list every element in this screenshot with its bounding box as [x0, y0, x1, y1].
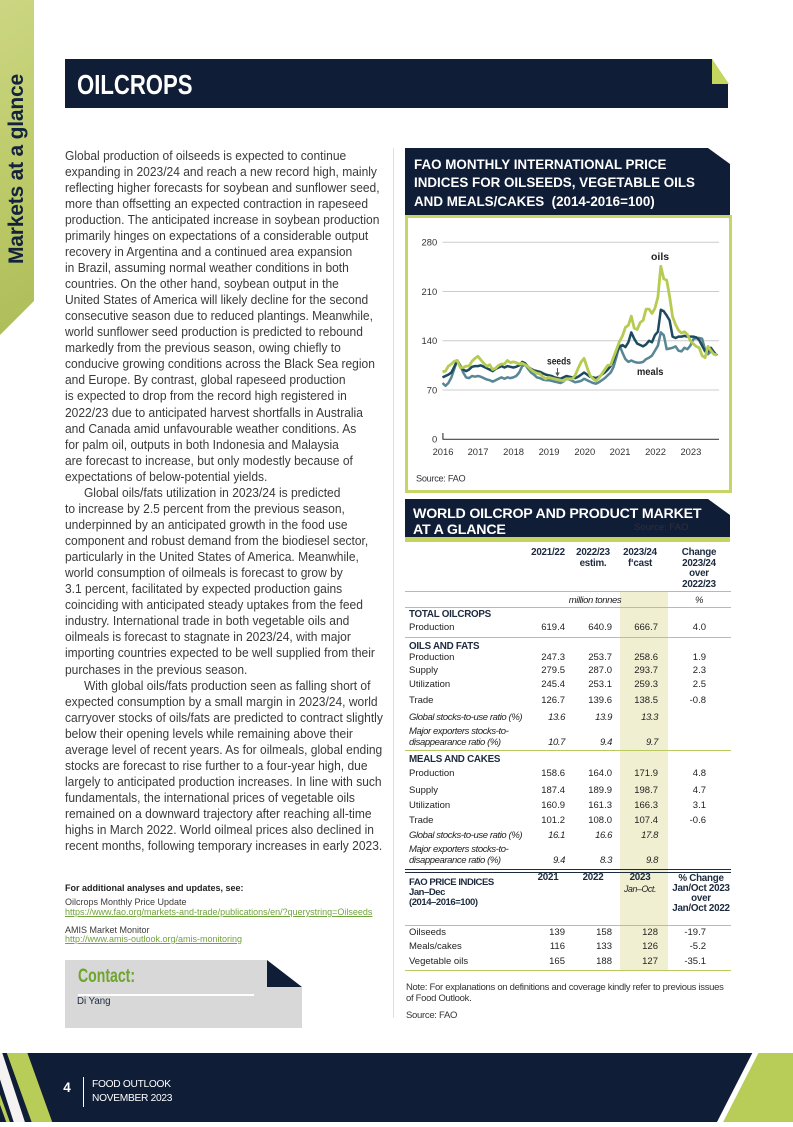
svg-text:2019: 2019	[539, 446, 560, 457]
svg-text:Source: FAO: Source: FAO	[416, 474, 465, 484]
svg-text:2018: 2018	[503, 446, 524, 457]
svg-text:seeds: seeds	[547, 356, 571, 368]
svg-text:280: 280	[422, 237, 438, 248]
svg-text:2020: 2020	[574, 446, 595, 457]
svg-text:2022: 2022	[645, 446, 666, 457]
svg-text:oils: oils	[651, 251, 669, 263]
svg-text:0: 0	[432, 434, 437, 445]
svg-text:140: 140	[422, 335, 438, 346]
svg-text:2016: 2016	[433, 446, 454, 457]
svg-text:meals: meals	[637, 366, 664, 378]
svg-text:2017: 2017	[468, 446, 489, 457]
svg-text:2023: 2023	[680, 446, 701, 457]
svg-text:70: 70	[427, 384, 437, 395]
svg-text:210: 210	[422, 286, 438, 297]
svg-text:2021: 2021	[610, 446, 631, 457]
